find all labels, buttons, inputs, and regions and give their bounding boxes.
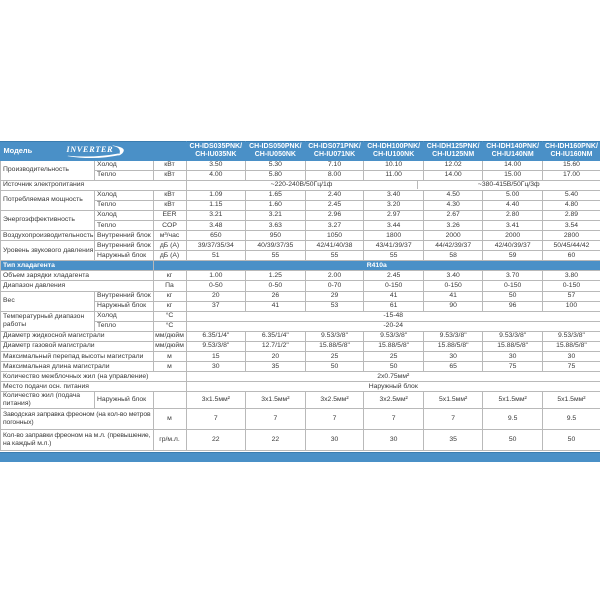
svg-text:INVERTER: INVERTER — [65, 145, 113, 154]
